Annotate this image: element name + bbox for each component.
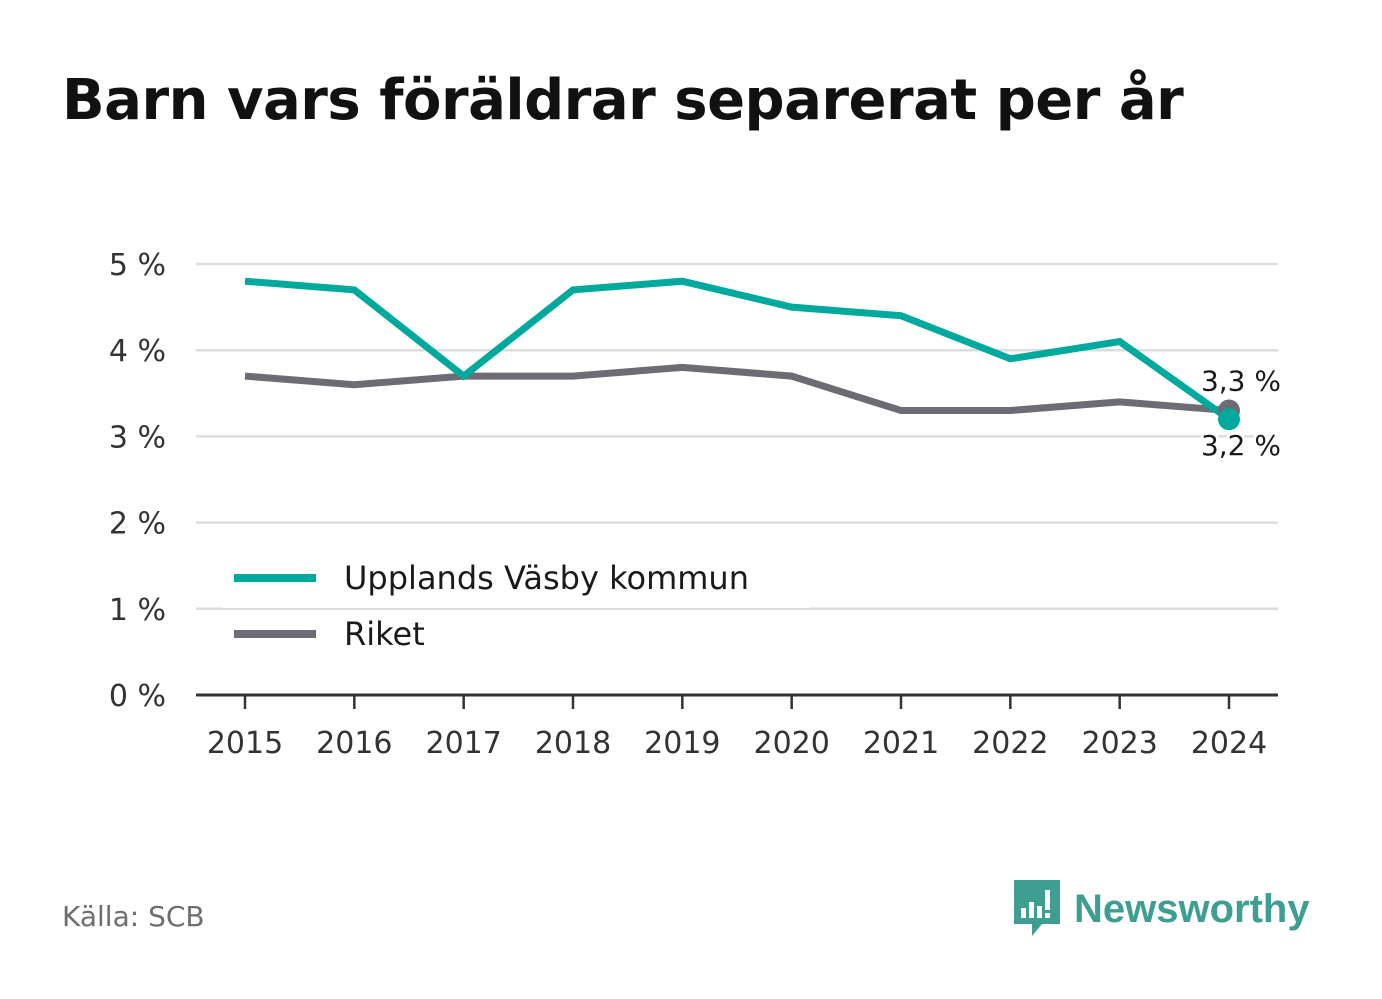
y-tick-label: 1 % [109,593,166,628]
x-tick-label: 2015 [207,726,283,761]
x-tick-label: 2017 [425,726,501,761]
y-tick-label: 5 % [109,248,166,283]
legend-label: Riket [344,615,425,653]
series-line-upplands-vasby [244,277,1232,423]
x-tick-label: 2020 [753,726,829,761]
end-label: 3,2 % [1201,429,1281,462]
gridlines [196,262,1278,611]
legend-background [222,548,810,608]
newsworthy-bars-icon [1014,880,1060,936]
legend: Upplands Väsby kommun Riket [222,548,810,653]
series-line-riket [244,363,1230,414]
end-label-halo: 3,3 % [1201,365,1281,398]
x-tick-label: 2022 [972,726,1048,761]
line-chart: 0 %1 %2 %3 %4 %5 % 2015 2016 2017 2018 2019 2… [108,248,1284,761]
x-tick-label: 2021 [863,726,939,761]
series-lines [244,277,1240,431]
end-label-halo: 3,2 % [1201,429,1281,462]
y-tick-label: 3 % [109,420,166,455]
y-tick-label: 4 % [109,334,166,369]
end-label: 3,3 % [1201,365,1281,398]
y-tick-label: 0 % [109,679,166,714]
end-point-marker [1218,408,1240,431]
x-tick-label: 2016 [316,726,392,761]
end-labels: 3,2 %3,2 %3,3 %3,3 % [1198,362,1284,466]
legend-label: Upplands Väsby kommun [344,559,749,597]
source-note: Källa: SCB [62,900,205,933]
x-tick-label: 2019 [644,726,720,761]
x-tick-label: 2018 [535,726,611,761]
newsworthy-logo[interactable]: Newsworthy [1012,878,1310,940]
y-axis-tick-labels: 0 % 1 % 2 % 3 % 4 % 5 % [109,248,166,714]
x-tick-label: 2023 [1081,726,1157,761]
brand-name: Newsworthy [1074,886,1310,931]
x-tick-label: 2024 [1191,726,1267,761]
chart-title: Barn vars föräldrar separerat per år [62,68,1184,133]
y-tick-label: 2 % [109,507,166,542]
x-axis: 2015 2016 2017 2018 2019 2020 2021 2022 2023 2024 [196,693,1278,761]
